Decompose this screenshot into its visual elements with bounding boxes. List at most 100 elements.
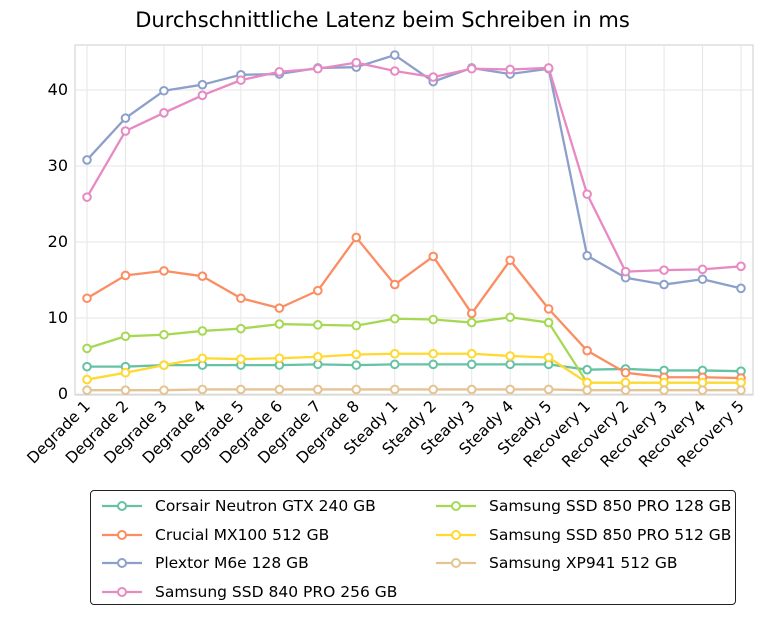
data-point <box>197 271 208 282</box>
data-point <box>505 64 515 75</box>
legend-swatch-icon <box>102 558 142 568</box>
data-point <box>697 264 708 275</box>
data-point <box>120 331 131 342</box>
data-point <box>582 345 592 356</box>
data-point <box>582 385 592 396</box>
data-point <box>351 384 362 395</box>
data-point <box>236 75 246 85</box>
data-point <box>466 63 477 74</box>
data-point <box>82 155 92 165</box>
data-point <box>620 367 631 378</box>
data-point <box>582 250 592 261</box>
data-point <box>313 351 323 362</box>
data-point <box>466 384 477 395</box>
data-point <box>197 326 208 336</box>
data-point <box>313 359 323 370</box>
data-point <box>697 377 708 388</box>
data-point <box>120 270 131 281</box>
data-point <box>82 385 92 396</box>
data-point <box>274 319 285 329</box>
data-point <box>736 261 746 272</box>
data-point <box>505 384 515 395</box>
data-point <box>236 323 246 334</box>
data-point <box>82 343 92 354</box>
data-point <box>159 266 169 276</box>
data-point <box>236 354 246 364</box>
data-point <box>120 113 131 123</box>
data-point <box>620 385 631 396</box>
data-point <box>582 364 592 375</box>
data-point <box>697 385 708 396</box>
chart-title: Durchschnittliche Latenz beim Schreiben … <box>135 8 630 32</box>
legend-swatch-marker <box>117 558 127 568</box>
data-point <box>351 320 362 331</box>
data-point <box>659 385 669 396</box>
data-point <box>82 374 92 385</box>
data-point <box>274 384 285 395</box>
data-point <box>197 353 208 364</box>
data-point <box>389 359 400 370</box>
data-point <box>659 265 669 275</box>
data-point <box>736 377 746 388</box>
data-point <box>466 308 477 319</box>
legend-label: Samsung SSD 850 PRO 128 GB <box>489 497 732 515</box>
data-point <box>82 192 92 202</box>
data-point <box>120 367 131 378</box>
legend-item: Samsung SSD 850 PRO 512 GB <box>433 522 731 548</box>
series-line <box>87 388 741 392</box>
data-point <box>697 274 708 285</box>
data-point <box>313 63 323 74</box>
plot-area <box>74 44 754 396</box>
data-point <box>736 283 746 294</box>
data-point <box>159 360 169 370</box>
y-tick-label: 30 <box>48 156 68 175</box>
data-point <box>543 352 554 363</box>
y-tick-label: 0 <box>58 384 68 403</box>
data-point <box>428 384 439 395</box>
data-point <box>620 377 631 388</box>
data-point <box>159 108 169 118</box>
legend-label: Corsair Neutron GTX 240 GB <box>155 497 376 515</box>
data-point <box>505 312 515 323</box>
legend-swatch-marker <box>117 586 127 597</box>
series-line <box>86 236 742 380</box>
data-point <box>582 189 592 199</box>
data-point <box>313 320 323 330</box>
data-point <box>428 314 439 325</box>
legend-label: Crucial MX100 512 GB <box>155 525 330 544</box>
data-point <box>389 348 400 359</box>
data-point <box>197 90 208 101</box>
legend-swatch-marker <box>451 501 461 511</box>
legend-swatch-marker <box>117 501 127 511</box>
legend-item: Samsung SSD 850 PRO 128 GB <box>433 493 731 519</box>
legend-swatch-icon <box>436 558 476 568</box>
data-point <box>120 385 131 396</box>
data-point <box>620 266 631 277</box>
legend-swatch-icon <box>102 529 142 540</box>
data-point <box>313 384 323 395</box>
data-point <box>543 304 554 314</box>
data-point <box>351 232 362 243</box>
data-point <box>120 126 131 136</box>
data-point <box>543 317 554 328</box>
data-point <box>736 385 746 396</box>
legend-swatch-icon <box>102 501 142 511</box>
series-line <box>86 61 742 273</box>
data-point <box>466 359 477 370</box>
data-point <box>197 384 208 395</box>
data-point <box>466 317 477 328</box>
data-point <box>82 361 92 372</box>
data-point <box>197 79 208 90</box>
legend-item: Corsair Neutron GTX 240 GB <box>99 493 376 519</box>
data-point <box>351 57 362 68</box>
data-point <box>274 66 285 77</box>
legend-swatch-marker <box>117 529 127 540</box>
y-tick-label: 20 <box>48 232 68 251</box>
data-point <box>659 279 669 290</box>
data-point <box>159 85 169 96</box>
legend-label: Plextor M6e 128 GB <box>155 554 309 572</box>
data-point <box>582 377 592 388</box>
data-point <box>351 360 362 370</box>
legend-swatch-icon <box>436 501 476 511</box>
